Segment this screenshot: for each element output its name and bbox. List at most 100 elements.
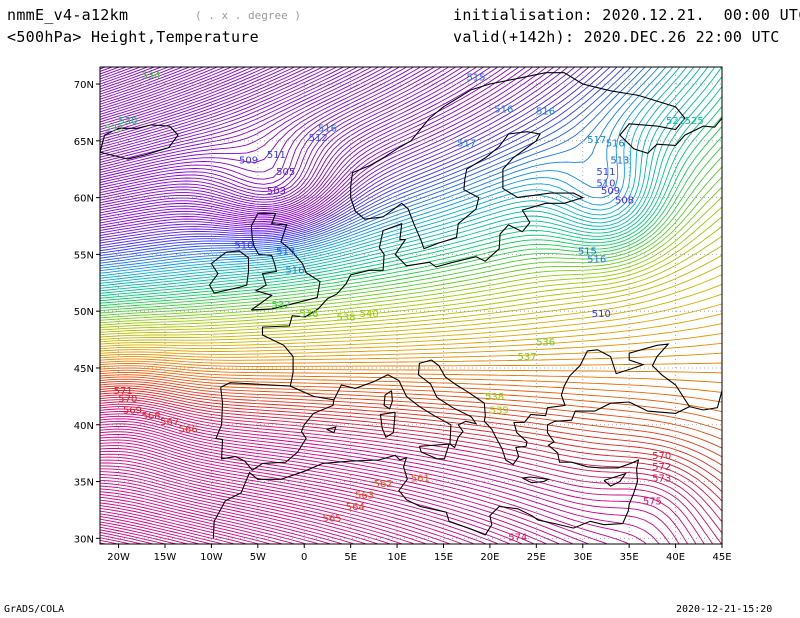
contour-line	[100, 67, 533, 224]
contour-label: 517	[480, 59, 499, 70]
contour-line	[100, 67, 597, 247]
contour-label: 540	[360, 309, 379, 320]
contour-line	[100, 376, 722, 431]
contour-label: 515	[466, 73, 485, 84]
contour-label: 509	[601, 186, 620, 197]
contour-line	[100, 456, 475, 544]
contour-label: 510	[592, 309, 611, 320]
coastline	[100, 124, 179, 160]
contour-line	[100, 374, 722, 422]
contour-line	[100, 431, 589, 544]
contour-label: 505	[276, 167, 295, 178]
contour-line	[100, 186, 722, 321]
lat-tick-label: 35N	[74, 478, 94, 489]
contour-line	[100, 67, 604, 249]
contour-line	[100, 67, 386, 171]
contour-line	[100, 67, 702, 284]
contour-line	[100, 67, 379, 168]
contour-line	[100, 425, 629, 544]
contour-line	[100, 245, 722, 336]
contour-line	[100, 418, 671, 544]
contour-line	[100, 513, 235, 544]
contour-line	[100, 406, 714, 544]
contour-line	[100, 507, 259, 544]
contour-label: 564	[346, 502, 365, 513]
contour-label: 513	[276, 246, 295, 257]
contour-line	[100, 342, 722, 361]
contour-line	[100, 471, 415, 544]
contour-line	[100, 67, 435, 189]
contour-line	[100, 67, 204, 105]
contour-line	[100, 283, 722, 345]
contour-line	[100, 67, 639, 262]
contour-line	[100, 67, 351, 158]
contour-line	[100, 67, 218, 110]
contour-line	[100, 408, 705, 544]
contour-label: 517	[457, 139, 476, 150]
contour-label: 536	[299, 309, 318, 320]
contour-line	[100, 146, 722, 312]
contour-line	[100, 485, 355, 544]
coastline	[326, 426, 337, 434]
contour-line	[100, 67, 302, 141]
contour-line	[100, 67, 330, 151]
contour-line	[100, 526, 177, 544]
contour-line	[100, 67, 618, 254]
coastline	[261, 72, 722, 387]
contour-line	[100, 378, 722, 440]
contour-label: 565	[323, 513, 342, 524]
contour-line	[100, 394, 722, 502]
contour-line	[100, 67, 393, 173]
contour-label: 512	[309, 133, 328, 144]
contour-line	[100, 401, 722, 534]
lon-tick-label: 25E	[527, 552, 546, 563]
footer-credit: GrADS/COLA	[4, 604, 65, 615]
coastline	[212, 454, 623, 539]
contour-line	[100, 499, 295, 544]
lon-tick-label: 5E	[344, 552, 357, 563]
contour-line	[100, 502, 283, 544]
contour-line	[100, 332, 722, 358]
contour-line	[100, 474, 403, 544]
coastline	[689, 390, 722, 411]
units-note: ( . x . degree )	[195, 9, 301, 22]
contour-line	[100, 387, 722, 475]
contour-label: 517	[587, 135, 606, 146]
contour-line	[100, 465, 439, 544]
contour-line	[100, 303, 722, 350]
lon-tick-label: 10E	[388, 552, 407, 563]
contour-label: 538	[336, 312, 355, 323]
contour-line	[100, 67, 358, 161]
coastline	[418, 443, 450, 460]
contour-line	[100, 67, 491, 209]
contour-label: 568	[142, 411, 161, 422]
contour-line	[100, 505, 271, 544]
contour-line	[100, 274, 722, 343]
contour-label: 513	[610, 156, 629, 167]
contour-line	[100, 67, 722, 292]
contour-label: 574	[508, 533, 527, 544]
contour-line	[100, 411, 697, 544]
contour-line	[100, 67, 316, 146]
contour-line	[100, 488, 343, 544]
contour-line	[100, 494, 319, 544]
lat-tick-label: 30N	[74, 534, 94, 545]
contour-line	[100, 313, 722, 352]
contour-label: 569	[123, 405, 142, 416]
contour-line	[100, 86, 722, 297]
contour-label: 509	[239, 156, 258, 167]
contour-line	[100, 468, 427, 544]
contour-line	[100, 67, 365, 163]
contour-label: 572	[652, 462, 671, 473]
contour-label: 534	[142, 70, 161, 81]
coastline	[208, 250, 250, 294]
contour-line	[100, 67, 583, 241]
contour-line	[100, 367, 722, 393]
contour-line	[100, 67, 344, 156]
contour-line	[100, 67, 183, 98]
coastline	[379, 411, 396, 439]
contour-line	[100, 67, 400, 176]
contour-label: 511	[267, 150, 286, 161]
lon-tick-label: 45E	[712, 552, 731, 563]
contour-line	[100, 67, 127, 77]
